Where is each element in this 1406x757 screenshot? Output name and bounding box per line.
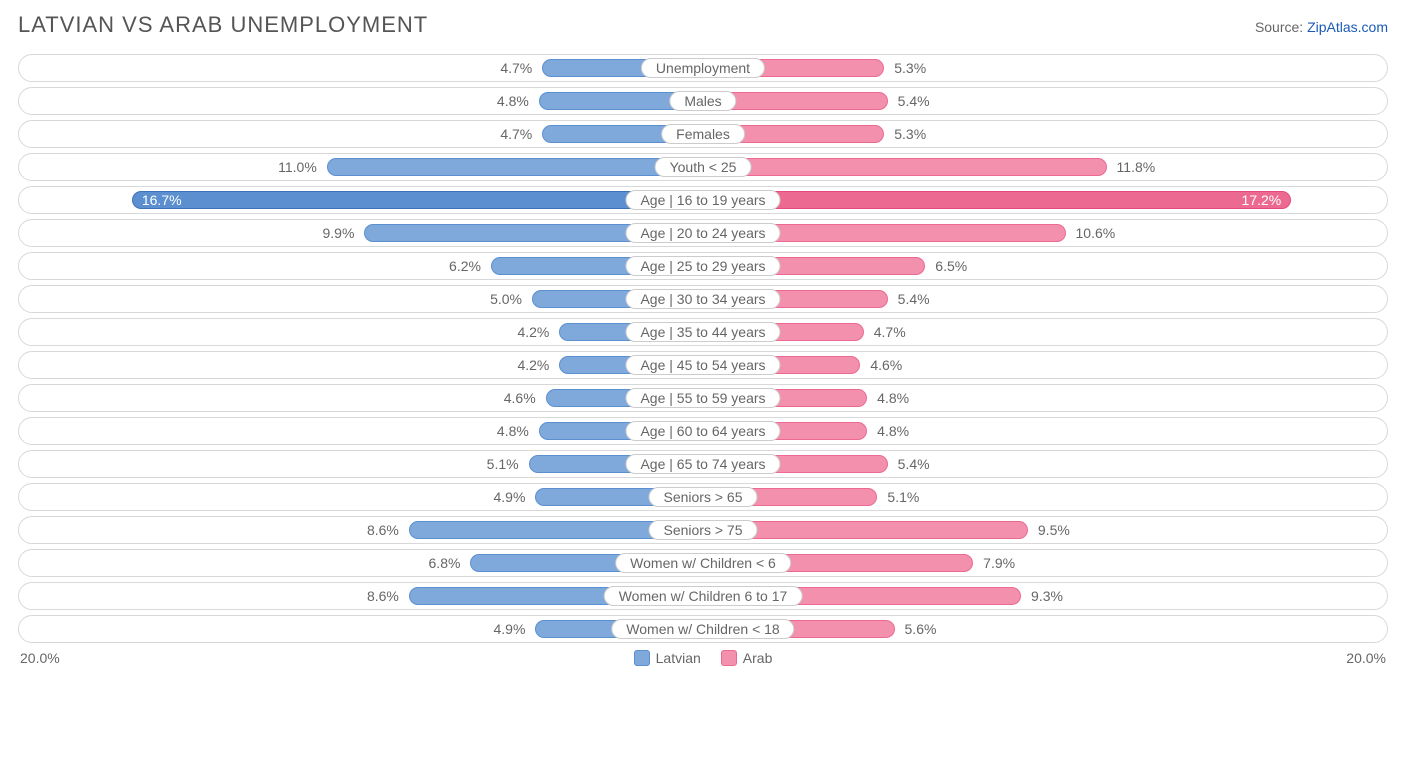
value-left: 8.6%: [367, 517, 409, 543]
bar-right: [703, 158, 1107, 176]
chart-row: 5.1% 5.4% Age | 65 to 74 years: [18, 450, 1388, 478]
chart-row: 5.0% 5.4% Age | 30 to 34 years: [18, 285, 1388, 313]
bar-right: [703, 191, 1291, 209]
axis-max-right: 20.0%: [1346, 650, 1386, 666]
chart-row: 6.2% 6.5% Age | 25 to 29 years: [18, 252, 1388, 280]
category-label: Age | 45 to 54 years: [625, 355, 780, 375]
chart-row: 4.7% 5.3% Unemployment: [18, 54, 1388, 82]
value-left: 4.2%: [517, 352, 559, 378]
value-right: 4.8%: [867, 418, 909, 444]
category-label: Women w/ Children < 18: [611, 619, 794, 639]
chart-row: 4.9% 5.6% Women w/ Children < 18: [18, 615, 1388, 643]
legend-label: Latvian: [656, 650, 701, 666]
value-right: 5.3%: [884, 55, 926, 81]
value-right: 10.6%: [1066, 220, 1116, 246]
bar-left: [327, 158, 703, 176]
chart-row: 9.9% 10.6% Age | 20 to 24 years: [18, 219, 1388, 247]
value-right: 5.1%: [877, 484, 919, 510]
value-right: 5.4%: [888, 451, 930, 477]
chart-row: 8.6% 9.3% Women w/ Children 6 to 17: [18, 582, 1388, 610]
source-prefix: Source:: [1255, 19, 1307, 35]
value-right: 9.3%: [1021, 583, 1063, 609]
value-left: 4.8%: [497, 88, 539, 114]
category-label: Youth < 25: [655, 157, 752, 177]
value-left: 5.1%: [487, 451, 529, 477]
value-left: 4.7%: [500, 55, 542, 81]
category-label: Age | 55 to 59 years: [625, 388, 780, 408]
value-right: 4.6%: [860, 352, 902, 378]
chart-rows: 4.7% 5.3% Unemployment 4.8% 5.4% Males 4.7% 5.3…: [18, 54, 1388, 643]
value-right: 17.2%: [1232, 187, 1292, 213]
chart-row: 4.8% 5.4% Males: [18, 87, 1388, 115]
value-right: 5.6%: [895, 616, 937, 642]
value-left: 6.8%: [429, 550, 471, 576]
chart-row: 6.8% 7.9% Women w/ Children < 6: [18, 549, 1388, 577]
value-right: 9.5%: [1028, 517, 1070, 543]
value-left: 11.0%: [278, 154, 327, 180]
chart-row: 4.8% 4.8% Age | 60 to 64 years: [18, 417, 1388, 445]
chart-row: 16.7% 17.2% Age | 16 to 19 years: [18, 186, 1388, 214]
category-label: Women w/ Children < 6: [615, 553, 791, 573]
legend-item: Arab: [721, 650, 773, 666]
value-left: 4.7%: [500, 121, 542, 147]
legend-item: Latvian: [634, 650, 701, 666]
value-right: 7.9%: [973, 550, 1015, 576]
value-right: 11.8%: [1107, 154, 1156, 180]
chart-header: LATVIAN VS ARAB UNEMPLOYMENT Source: Zip…: [18, 12, 1388, 38]
category-label: Age | 35 to 44 years: [625, 322, 780, 342]
legend: Latvian Arab: [634, 650, 773, 666]
legend-swatch: [721, 650, 737, 666]
value-right: 5.4%: [888, 88, 930, 114]
category-label: Seniors > 65: [649, 487, 758, 507]
category-label: Seniors > 75: [649, 520, 758, 540]
value-left: 4.6%: [504, 385, 546, 411]
value-left: 4.9%: [493, 616, 535, 642]
chart-row: 11.0% 11.8% Youth < 25: [18, 153, 1388, 181]
legend-label: Arab: [743, 650, 773, 666]
value-right: 5.3%: [884, 121, 926, 147]
chart-title: LATVIAN VS ARAB UNEMPLOYMENT: [18, 12, 428, 38]
category-label: Females: [661, 124, 745, 144]
chart-row: 4.9% 5.1% Seniors > 65: [18, 483, 1388, 511]
category-label: Age | 20 to 24 years: [625, 223, 780, 243]
chart-row: 4.6% 4.8% Age | 55 to 59 years: [18, 384, 1388, 412]
chart-row: 4.2% 4.6% Age | 45 to 54 years: [18, 351, 1388, 379]
category-label: Unemployment: [641, 58, 765, 78]
category-label: Age | 65 to 74 years: [625, 454, 780, 474]
axis-max-left: 20.0%: [20, 650, 60, 666]
value-left: 6.2%: [449, 253, 491, 279]
value-left: 8.6%: [367, 583, 409, 609]
category-label: Age | 30 to 34 years: [625, 289, 780, 309]
value-left: 5.0%: [490, 286, 532, 312]
category-label: Age | 60 to 64 years: [625, 421, 780, 441]
value-left: 4.9%: [493, 484, 535, 510]
category-label: Women w/ Children 6 to 17: [604, 586, 803, 606]
value-left: 16.7%: [132, 187, 192, 213]
value-right: 5.4%: [888, 286, 930, 312]
value-left: 4.8%: [497, 418, 539, 444]
chart-row: 8.6% 9.5% Seniors > 75: [18, 516, 1388, 544]
category-label: Age | 25 to 29 years: [625, 256, 780, 276]
value-right: 4.8%: [867, 385, 909, 411]
chart-source: Source: ZipAtlas.com: [1255, 19, 1388, 35]
value-right: 4.7%: [864, 319, 906, 345]
bar-left: [132, 191, 703, 209]
chart-row: 4.7% 5.3% Females: [18, 120, 1388, 148]
chart-row: 4.2% 4.7% Age | 35 to 44 years: [18, 318, 1388, 346]
value-left: 4.2%: [517, 319, 559, 345]
chart-footer: 20.0% Latvian Arab 20.0%: [18, 648, 1388, 666]
source-link[interactable]: ZipAtlas.com: [1307, 19, 1388, 35]
category-label: Age | 16 to 19 years: [625, 190, 780, 210]
value-right: 6.5%: [925, 253, 967, 279]
value-left: 9.9%: [322, 220, 364, 246]
legend-swatch: [634, 650, 650, 666]
category-label: Males: [669, 91, 736, 111]
